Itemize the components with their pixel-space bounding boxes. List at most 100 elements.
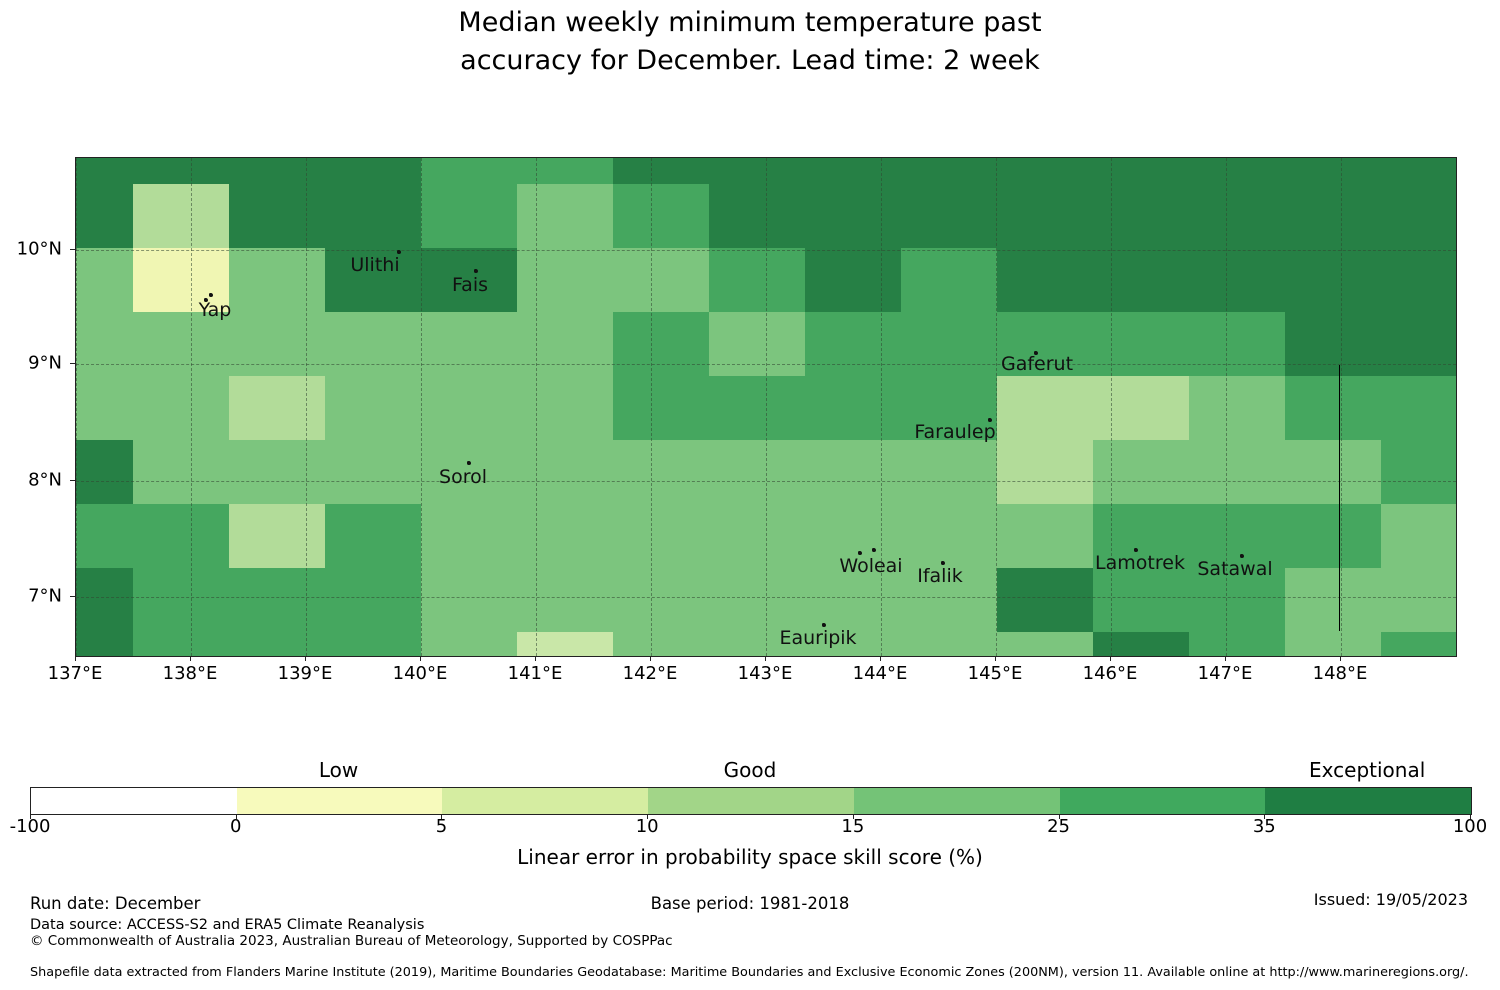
island-label: Gaferut: [1000, 353, 1074, 375]
heatmap-cell: [997, 184, 1093, 248]
x-axis-tick-label: 139°E: [277, 663, 333, 684]
island-label: Ulithi: [350, 254, 400, 276]
colorbar-segment: [1265, 788, 1472, 814]
heatmap-cell: [613, 504, 709, 568]
y-axis-tick-label: 8°N: [28, 469, 62, 491]
meridian-gridline: [421, 158, 422, 656]
heatmap-cell: [1093, 158, 1189, 184]
heatmap-cell: [517, 184, 613, 248]
x-axis-tick-label: 143°E: [737, 663, 793, 684]
heatmap-cell: [709, 504, 805, 568]
island-label: Sorol: [439, 466, 487, 488]
meridian-gridline: [1341, 158, 1342, 656]
heatmap-cell: [709, 184, 805, 248]
heatmap-cell: [1381, 158, 1456, 184]
y-axis-tick-label: 7°N: [28, 585, 62, 607]
heatmap-cell: [325, 568, 421, 632]
chart-title-line-2: accuracy for December. Lead time: 2 week: [460, 45, 1040, 76]
colorbar-segment: [648, 788, 854, 814]
heatmap-cell: [421, 376, 517, 440]
heatmap-cell: [76, 312, 133, 376]
heatmap-cell: [76, 568, 133, 632]
heatmap-cell: [901, 312, 997, 376]
heatmap-cell: [229, 632, 325, 656]
y-axis-tick-label: 10°N: [16, 238, 62, 260]
heatmap-cell: [613, 158, 709, 184]
island-label: Eauripik: [779, 627, 857, 649]
island-marker-dot: [1134, 548, 1138, 552]
x-axis-tick-mark: [650, 656, 651, 661]
island-marker-dot: [872, 548, 876, 552]
heatmap-cell: [1285, 248, 1381, 312]
island-marker-dot: [209, 293, 213, 297]
heatmap-cell: [997, 376, 1093, 440]
heatmap-cell: [613, 312, 709, 376]
y-axis-tick-label: 9°N: [28, 352, 62, 374]
heatmap-cell: [997, 632, 1093, 656]
heatmap-cell: [229, 440, 325, 504]
colorbar-segment: [853, 788, 1060, 814]
island-marker-dot: [941, 561, 945, 565]
parallel-gridline: [76, 597, 1456, 598]
meridian-gridline: [536, 158, 537, 656]
heatmap-cell: [805, 184, 901, 248]
colorbar-tick-label: 15: [841, 816, 865, 837]
heatmap-cell: [613, 184, 709, 248]
heatmap-cell: [1189, 504, 1285, 568]
map-plot-area: [75, 157, 1457, 657]
heatmap-cell: [997, 248, 1093, 312]
heatmap-cell: [613, 440, 709, 504]
heatmap-cell: [1285, 440, 1381, 504]
heatmap-cell: [1381, 440, 1456, 504]
heatmap-cell: [133, 504, 229, 568]
island-label: Ifalik: [917, 565, 963, 587]
colorbar-tick-mark: [1058, 814, 1060, 819]
heatmap-cell: [1381, 312, 1456, 376]
heatmap-cell: [613, 376, 709, 440]
island-marker-dot: [1240, 554, 1244, 558]
island-marker-dot: [988, 418, 992, 422]
x-axis-tick-label: 146°E: [1082, 663, 1138, 684]
chart-title: Median weekly minimum temperature past a…: [0, 4, 1500, 80]
x-axis-tick-mark: [1225, 656, 1226, 661]
meridian-gridline: [306, 158, 307, 656]
colorbar-tick-label: -100: [9, 816, 51, 837]
island-label: Yap: [198, 299, 232, 321]
heatmap-cell: [133, 312, 229, 376]
heatmap-cell: [709, 376, 805, 440]
island-label: Fais: [451, 274, 489, 296]
heatmap-cell: [133, 440, 229, 504]
island-marker-dot: [397, 250, 401, 254]
island-marker-dot: [467, 461, 471, 465]
x-axis-tick-mark: [1340, 656, 1341, 661]
heatmap-cell: [1381, 248, 1456, 312]
colorbar-segment: [442, 788, 649, 814]
colorbar-region-label: Exceptional: [1309, 758, 1426, 782]
x-axis-tick-mark: [535, 656, 536, 661]
heatmap-cell: [805, 312, 901, 376]
footer-copyright: © Commonwealth of Australia 2023, Austra…: [30, 933, 673, 949]
y-axis-tick-mark: [70, 596, 75, 597]
heatmap-cell: [325, 248, 421, 312]
colorbar-tick-label: 35: [1252, 816, 1276, 837]
heatmap-cell: [325, 376, 421, 440]
heatmap-cell: [1189, 248, 1285, 312]
eez-boundary-line: [1339, 365, 1340, 631]
heatmap-cell: [1381, 376, 1456, 440]
heatmap-cell: [1093, 504, 1189, 568]
heatmap-cell: [613, 248, 709, 312]
heatmap-cell: [421, 632, 517, 656]
x-axis-tick-label: 140°E: [392, 663, 448, 684]
heatmap-cell: [1285, 376, 1381, 440]
island-marker-dot: [1034, 351, 1038, 355]
footer-data-source: Data source: ACCESS-S2 and ERA5 Climate …: [30, 917, 425, 933]
footer-base-period: Base period: 1981-2018: [650, 894, 850, 913]
heatmap-cell: [133, 376, 229, 440]
x-axis-tick-label: 144°E: [852, 663, 908, 684]
colorbar-tick-label: 100: [1452, 816, 1488, 837]
island-label: Woleai: [839, 555, 903, 577]
heatmap-cell: [1381, 632, 1456, 656]
heatmap-cell: [517, 504, 613, 568]
heatmap-cell: [901, 158, 997, 184]
